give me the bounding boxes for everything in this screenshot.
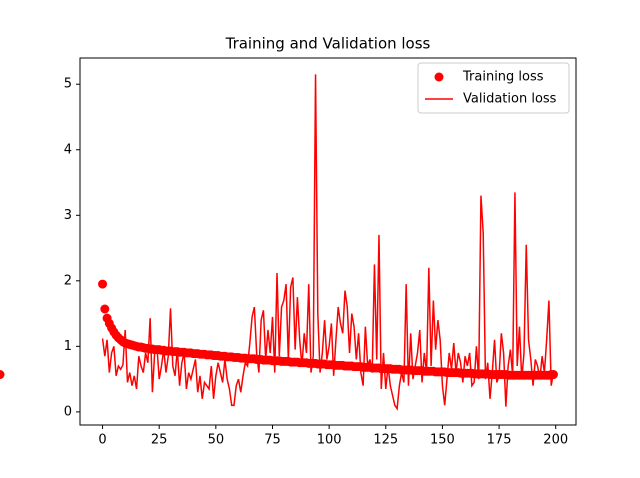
training-point — [0, 370, 5, 380]
y-tick-label: 0 — [64, 404, 72, 419]
x-tick-label: 75 — [264, 433, 281, 448]
x-tick-label: 125 — [373, 433, 398, 448]
plot-frame — [79, 57, 577, 426]
x-tick-label: 200 — [543, 433, 568, 448]
training-point — [548, 370, 558, 380]
legend-box — [417, 62, 570, 114]
x-tick-label: 25 — [151, 433, 168, 448]
x-tick-label: 150 — [430, 433, 455, 448]
legend-label: Validation loss — [463, 92, 557, 107]
legend-label: Training loss — [462, 70, 544, 85]
x-tick-label: 0 — [98, 433, 106, 448]
chart-title: Training and Validation loss — [225, 35, 431, 53]
x-tick-label: 50 — [208, 433, 225, 448]
x-tick-label: 100 — [317, 433, 342, 448]
y-tick-label: 1 — [64, 339, 72, 354]
legend-marker — [434, 72, 444, 82]
y-tick-label: 4 — [64, 142, 72, 157]
y-tick-label: 3 — [64, 208, 72, 223]
y-tick-label: 2 — [64, 273, 72, 288]
y-tick-label: 5 — [64, 77, 72, 92]
training-point — [100, 304, 110, 314]
x-tick-label: 175 — [487, 433, 512, 448]
training-point — [98, 279, 108, 289]
